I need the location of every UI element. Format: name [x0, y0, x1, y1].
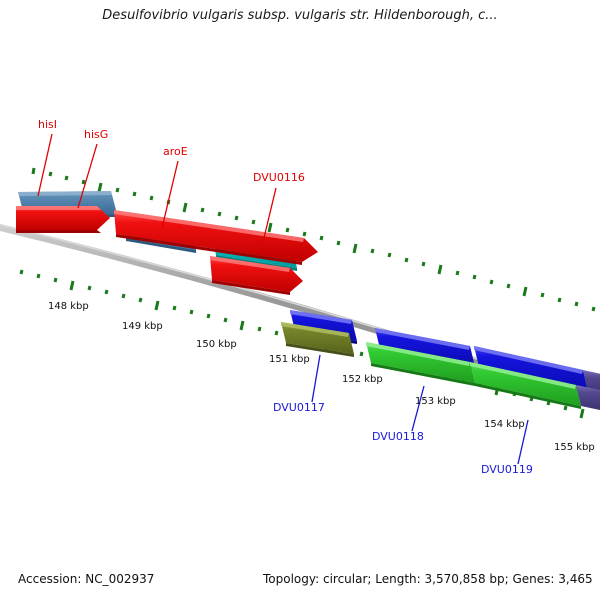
leader-line-aroE	[161, 160, 179, 229]
feature-label-DVU0118: DVU0118	[372, 430, 424, 443]
feature-label-hisI: hisI	[38, 118, 57, 131]
ruler-label-155: 155 kbp	[554, 442, 595, 453]
feature-bar-DVU0119[interactable]	[470, 362, 581, 409]
feature-callouts-blue[interactable]: DVU0117 DVU0118 DVU0119	[273, 354, 533, 476]
leader-line-DVU0119	[517, 419, 529, 465]
feature-label-DVU0117: DVU0117	[273, 401, 325, 414]
ruler-label-149: 149 kbp	[122, 321, 163, 332]
genome-stats-status: Topology: circular; Length: 3,570,858 bp…	[263, 572, 593, 586]
reverse-strand-track[interactable]	[16, 206, 600, 411]
ruler-label-153: 153 kbp	[415, 396, 456, 407]
feature-end-cap-reverse[interactable]	[576, 385, 600, 411]
ruler-ticks-upper	[31, 167, 596, 312]
ruler-labels: 148 kbp 149 kbp 150 kbp 151 kbp 152 kbp …	[48, 301, 595, 453]
leader-line-hisG	[77, 143, 98, 209]
feature-bar-DVU0118[interactable]	[366, 342, 475, 386]
feature-label-hisG: hisG	[84, 128, 108, 141]
feature-arrow-DVU0116[interactable]	[210, 256, 303, 295]
leader-line-DVU0118	[411, 385, 425, 432]
feature-label-aroE: aroE	[163, 145, 188, 158]
ruler-label-152: 152 kbp	[342, 374, 383, 385]
feature-label-DVU0116: DVU0116	[253, 171, 305, 184]
accession-status: Accession: NC_002937	[18, 572, 155, 586]
ruler-label-151: 151 kbp	[269, 354, 310, 365]
page-title: Desulfovibrio vulgaris subsp. vulgaris s…	[102, 8, 498, 23]
feature-arrow-hisG[interactable]	[114, 210, 318, 265]
leader-line-hisI	[37, 133, 53, 197]
leader-line-DVU0117	[311, 354, 321, 403]
feature-arrow-hisI[interactable]	[16, 206, 110, 233]
ruler-label-154: 154 kbp	[484, 419, 525, 430]
feature-label-DVU0119: DVU0119	[481, 463, 533, 476]
leader-line-DVU0116	[261, 187, 277, 247]
feature-callouts-red[interactable]: hisI hisG aroE DVU0116	[37, 118, 305, 247]
ruler-label-148: 148 kbp	[48, 301, 89, 312]
ruler-label-150: 150 kbp	[196, 339, 237, 350]
feature-bar-DVU0117[interactable]	[281, 322, 354, 357]
